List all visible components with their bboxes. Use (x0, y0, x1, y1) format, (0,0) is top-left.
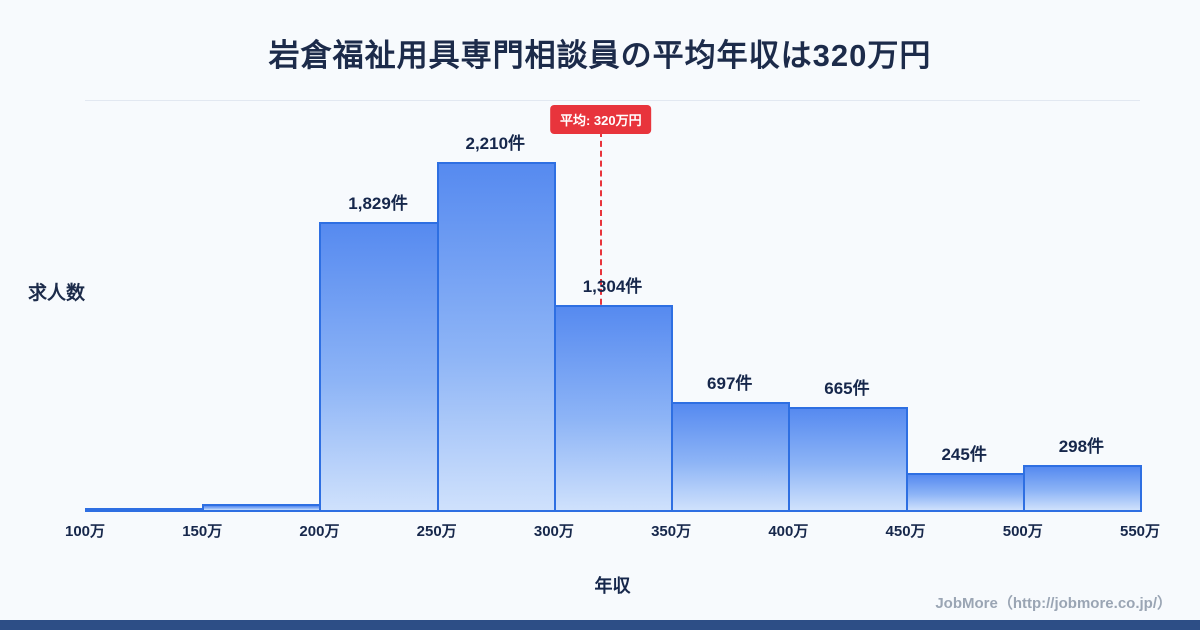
histogram-bar (1022, 465, 1142, 512)
average-badge: 平均: 320万円 (549, 105, 652, 134)
bottom-accent-bar (0, 620, 1200, 630)
histogram-bar (202, 504, 322, 512)
bar-value-label: 1,304件 (582, 277, 643, 296)
x-tick-label: 550万 (1119, 523, 1161, 540)
x-axis-label: 年収 (594, 576, 631, 596)
bar-value-label: 2,210件 (465, 134, 526, 153)
x-tick-label: 450万 (885, 523, 926, 540)
x-tick-label: 250万 (416, 523, 457, 540)
histogram-bar (905, 473, 1025, 512)
histogram-bar (85, 508, 205, 512)
plot-area: 平均: 320万円 1,829件 2,210件 1,304件 697件 665件 245件… (85, 100, 1142, 512)
histogram-bar (553, 305, 674, 512)
x-tick-label: 350万 (651, 523, 692, 540)
x-tick-label: 150万 (182, 523, 223, 540)
bar-value-label: 298件 (1058, 437, 1105, 456)
bar-value-label: 1,829件 (348, 194, 408, 213)
bar-value-label: 665件 (824, 379, 870, 398)
x-tick-label: 400万 (768, 523, 809, 540)
x-tick-label: 500万 (1002, 523, 1043, 540)
histogram-bar (436, 162, 556, 512)
histogram-bar (671, 402, 791, 512)
footer-credit: JobMore（http://jobmore.co.jp/） (935, 595, 1172, 612)
bar-value-label: 697件 (707, 374, 753, 393)
x-axis-ticks: 100万 150万 200万 250万 300万 350万 400万 450万 500万 550万 (65, 520, 1160, 540)
page-title: 岩倉福祉用具専門相談員の平均年収は320万円 (268, 38, 932, 73)
histogram-bar (788, 407, 908, 512)
x-tick-label: 100万 (64, 523, 106, 540)
histogram-bar (319, 222, 439, 512)
y-axis-label: 求人数 (28, 283, 86, 304)
x-tick-label: 300万 (533, 523, 574, 540)
x-tick-label: 200万 (299, 523, 340, 540)
bar-value-label: 245件 (941, 445, 987, 464)
